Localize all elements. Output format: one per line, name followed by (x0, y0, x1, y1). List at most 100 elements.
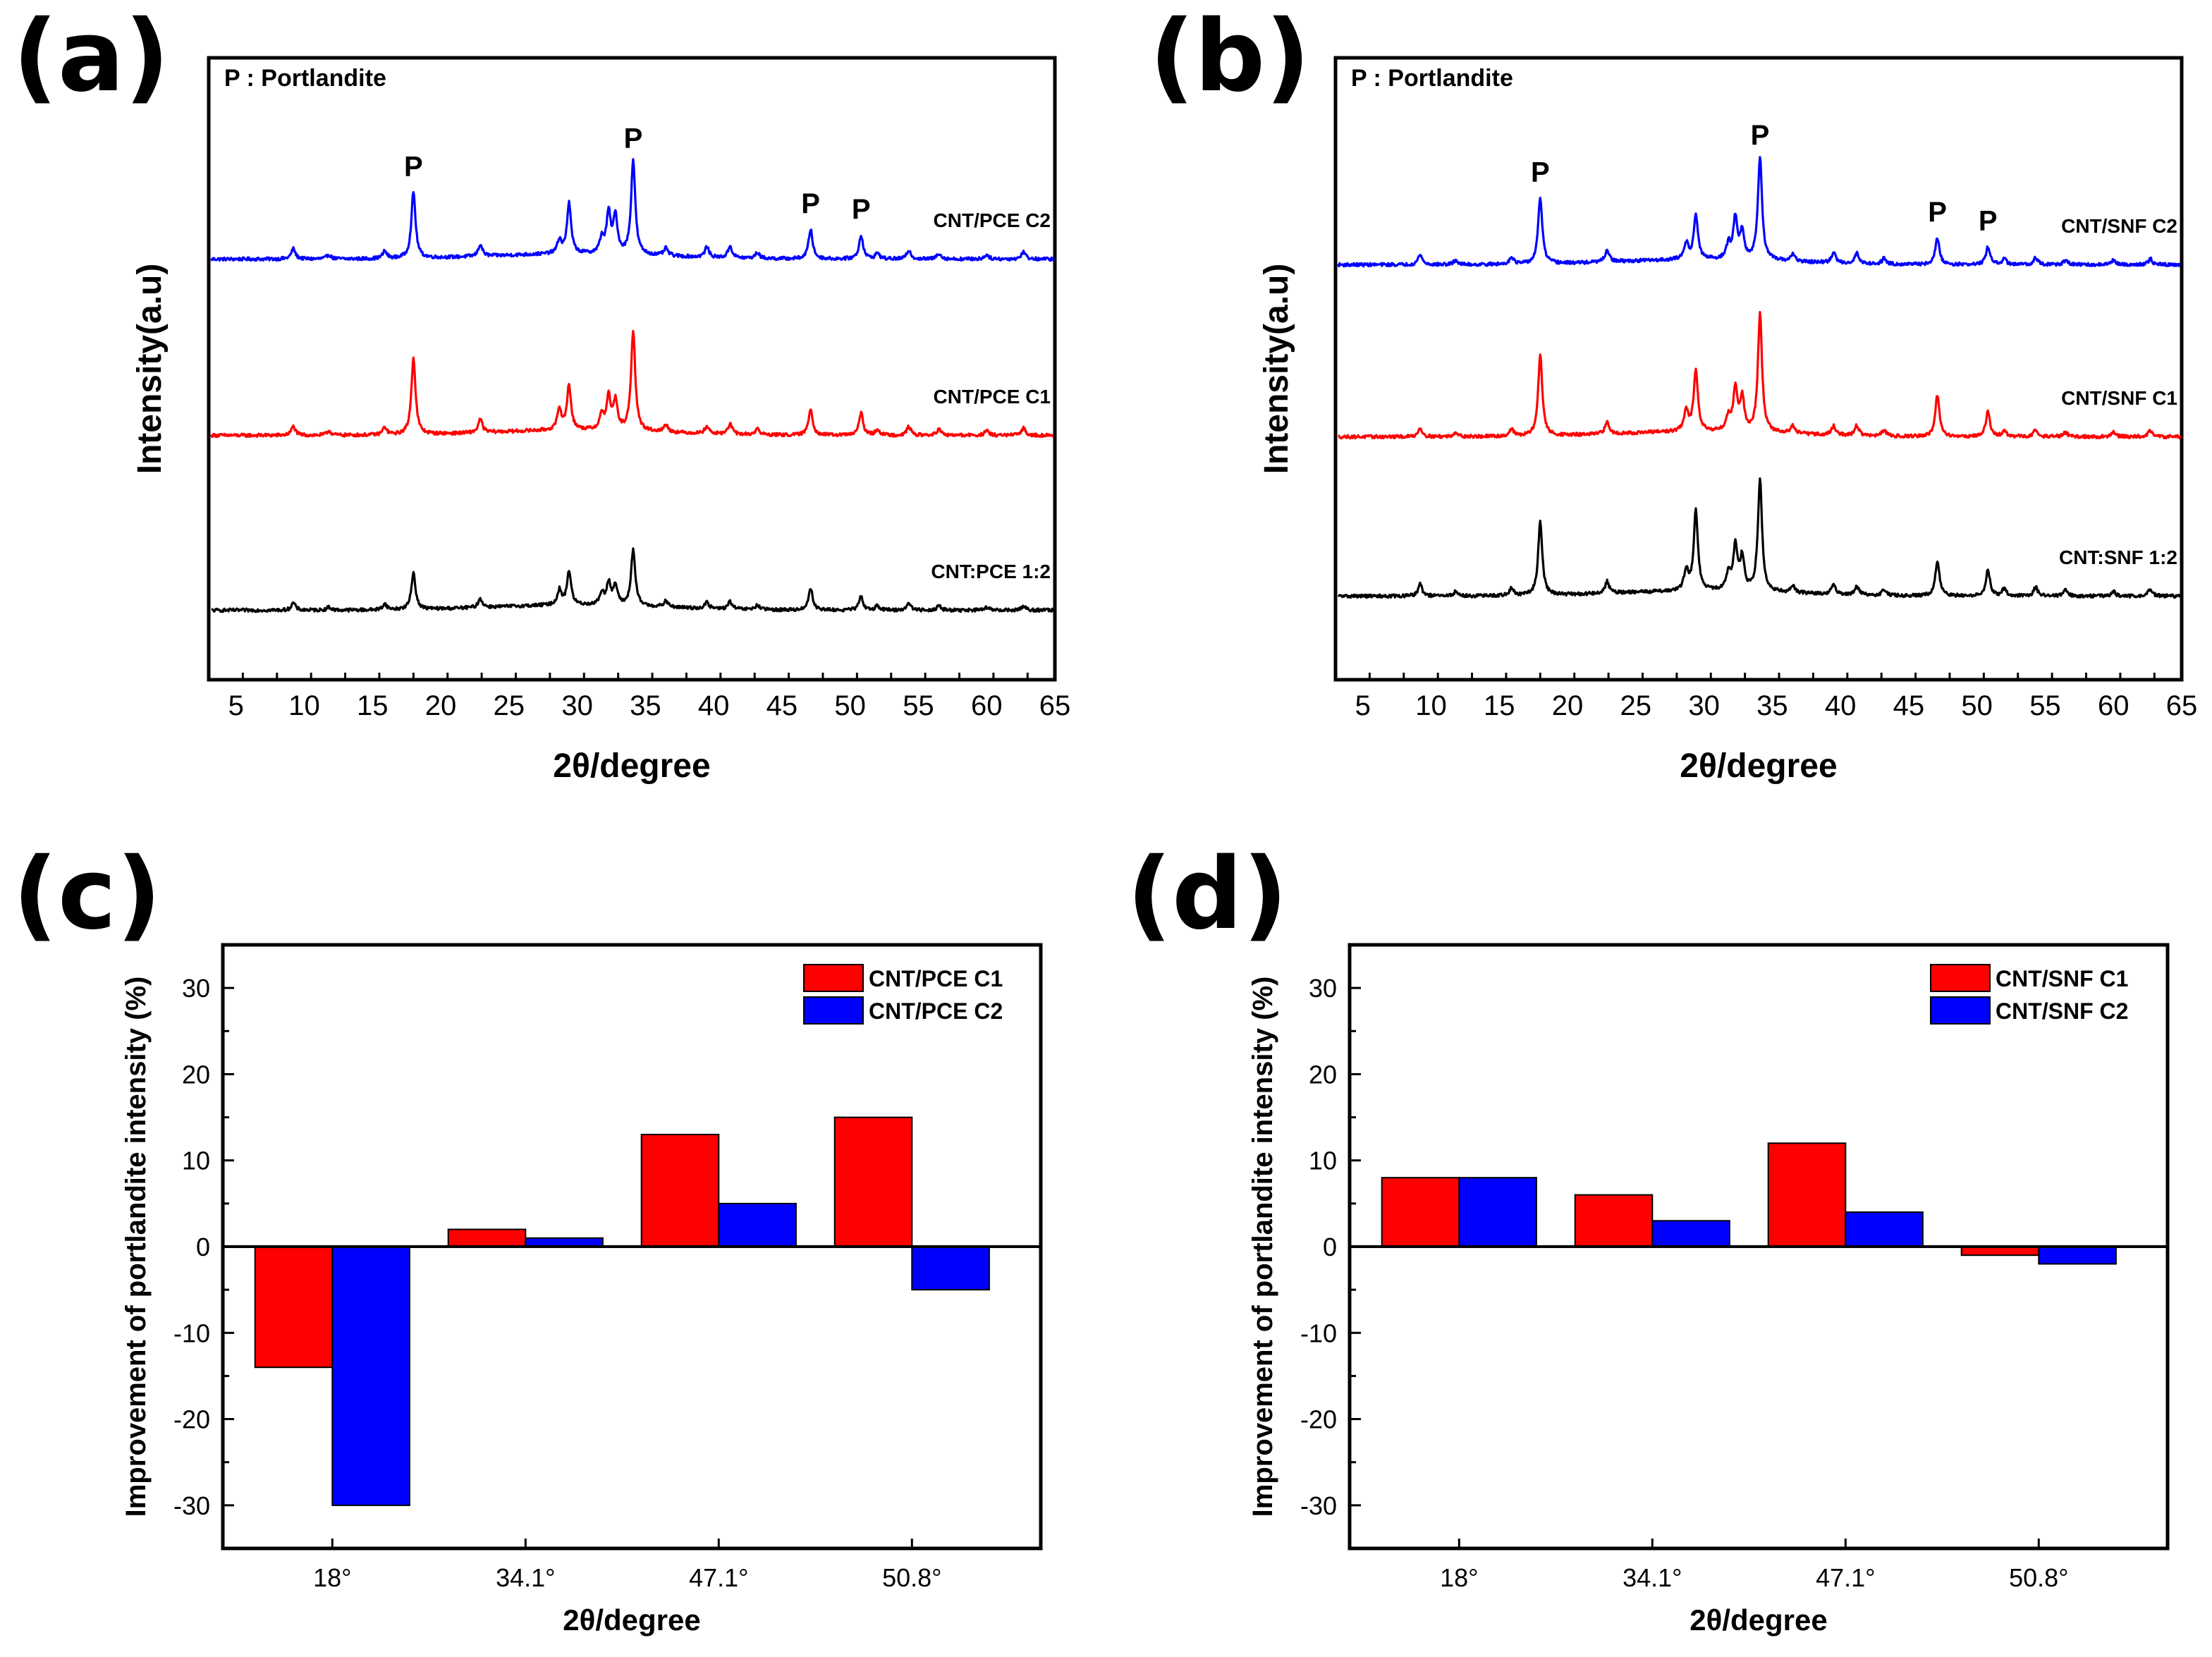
x-tick-label: 25 (494, 690, 525, 721)
y-tick-label: -30 (1300, 1491, 1337, 1520)
x-tick-label: 55 (903, 690, 934, 721)
panel-b-legend-note: P : Portlandite (1351, 65, 1513, 92)
x-tick-label: 5 (228, 690, 244, 721)
x-tick-label: 40 (1825, 690, 1857, 721)
y-tick-label: -20 (1300, 1405, 1337, 1434)
y-tick-label: 0 (196, 1233, 210, 1261)
series-label-1: CNT/PCE C2 (934, 209, 1051, 231)
legend-label-1: CNT/SNF C1 (1996, 966, 2128, 991)
panel-b-x-axis-label: 2θ/degree (1680, 747, 1837, 785)
y-tick-label: 20 (1309, 1060, 1337, 1089)
y-tick-label: 0 (1323, 1233, 1337, 1261)
y-tick-label: 30 (1309, 974, 1337, 1003)
series-trace-2 (1338, 311, 2182, 440)
bar-2-3 (718, 1202, 797, 1248)
panel-c-letter: (c) (13, 837, 161, 952)
panel-d-letter: (d) (1127, 837, 1288, 952)
x-tick-label: 50 (1961, 690, 1993, 721)
panel-a: (a) P : Portlandite PPP P CNT/PCE C2CNT/P… (13, 0, 1070, 785)
panel-d-legend: CNT/SNF C1 CNT/SNF C2 (1930, 964, 2128, 1025)
y-tick-label: -30 (173, 1491, 210, 1520)
peak-marker-2: P (624, 123, 643, 154)
peak-marker-1: P (404, 151, 423, 182)
peak-marker-4: P (852, 194, 871, 225)
x-tick-label: 15 (357, 690, 389, 721)
panel-a-letter: (a) (13, 0, 169, 114)
series-label-1: CNT/SNF C2 (2061, 215, 2177, 237)
bar-1-1 (254, 1246, 334, 1369)
peak-marker-4: P (1979, 206, 1998, 237)
series-label-2: CNT/SNF C1 (2061, 387, 2177, 409)
bar-1-2 (1574, 1194, 1654, 1247)
x-tick-label: 20 (425, 690, 457, 721)
panel-c-y-axis-label: Improvement of portlandite intensity (%) (121, 977, 152, 1517)
bar-2-1 (1458, 1177, 1537, 1247)
panel-b-x-axis: 5 10 15 20 25 30 35 40 45 50 55 60 65 (1334, 673, 2198, 721)
legend-label-1: CNT/PCE C1 (869, 966, 1003, 991)
panel-b: (b) P : Portlandite PPP P CNT/SNF C2CNT/S… (1149, 0, 2197, 785)
panel-c-x-axis-label: 2θ/degree (563, 1603, 700, 1637)
bar-1-2 (447, 1228, 527, 1247)
legend-label-2: CNT/PCE C2 (869, 998, 1003, 1024)
x-tick-label: 25 (1620, 690, 1652, 721)
bar-2-1 (331, 1246, 410, 1506)
series-trace-2 (210, 329, 1054, 439)
y-tick-label: -20 (173, 1405, 210, 1434)
series-trace-3 (1337, 477, 2182, 599)
x-tick-label: 65 (1039, 690, 1071, 721)
panel-c-y-axis: -30 -20 -10 0 10 20 30 (173, 943, 234, 1550)
x-tick-label: 20 (1552, 690, 1584, 721)
panel-b-series-labels: CNT/SNF C2 CNT/SNF C1 CNT:SNF 1:2 (2059, 215, 2177, 568)
x-tick-label: 10 (288, 690, 320, 721)
panel-d-bars (1381, 1142, 2117, 1265)
panel-b-y-axis-label: Intensity(a.u) (1258, 264, 1295, 475)
x-tick-label: 35 (630, 690, 661, 721)
panel-d-y-axis: -30 -20 -10 0 10 20 30 (1300, 943, 1361, 1550)
x-tick-label: 18° (313, 1563, 351, 1592)
legend-swatch-1 (1930, 964, 1991, 992)
y-tick-label: 10 (182, 1147, 210, 1175)
x-tick-label: 45 (766, 690, 798, 721)
x-tick-label: 34.1° (1623, 1563, 1682, 1592)
x-tick-label: 15 (1484, 690, 1515, 721)
series-label-3: CNT:SNF 1:2 (2059, 546, 2177, 568)
panel-c-legend: CNT/PCE C1 CNT/PCE C2 (803, 964, 1003, 1025)
legend-swatch-1 (803, 964, 864, 992)
panel-a-y-axis-label: Intensity(a.u) (131, 264, 169, 475)
x-tick-label: 40 (698, 690, 730, 721)
bar-1-4 (833, 1116, 913, 1247)
x-tick-label: 34.1° (496, 1563, 555, 1592)
panel-b-peak-markers: P P P P (1531, 120, 1998, 237)
y-tick-label: 20 (182, 1060, 210, 1089)
x-tick-label: 5 (1355, 690, 1371, 721)
peak-marker-2: P (1751, 120, 1770, 151)
panel-c-bars (254, 1116, 990, 1506)
x-tick-label: 45 (1893, 690, 1925, 721)
panel-b-frame (1333, 56, 2184, 682)
panel-a-frame (207, 56, 1057, 682)
y-tick-label: -10 (1300, 1319, 1337, 1347)
y-tick-label: 10 (1309, 1147, 1337, 1175)
panel-a-x-axis: 5 10 15 20 25 30 35 40 45 50 55 60 65 (207, 673, 1071, 721)
series-label-2: CNT/PCE C1 (934, 386, 1051, 408)
series-trace-1 (1337, 156, 2181, 268)
peak-marker-3: P (1928, 197, 1947, 228)
bar-1-3 (1767, 1142, 1847, 1248)
x-tick-label: 35 (1756, 690, 1788, 721)
peak-marker-1: P (1531, 157, 1550, 188)
series-trace-3 (211, 547, 1055, 613)
legend-label-2: CNT/SNF C2 (1996, 998, 2128, 1024)
panel-a-series-labels: CNT/PCE C2 CNT/PCE C1 CNT:PCE 1:2 (931, 209, 1051, 582)
x-tick-label: 50.8° (2009, 1563, 2068, 1592)
panel-d-x-axis-label: 2θ/degree (1689, 1603, 1827, 1637)
panel-a-x-axis-label: 2θ/degree (553, 747, 710, 785)
panel-a-peak-markers: P P P P (404, 123, 871, 225)
x-tick-label: 50.8° (882, 1563, 941, 1592)
x-tick-label: 65 (2166, 690, 2198, 721)
bar-1-1 (1381, 1177, 1460, 1247)
panel-b-letter: (b) (1149, 0, 1310, 114)
x-tick-label: 50 (834, 690, 866, 721)
panel-a-legend-note: P : Portlandite (224, 65, 386, 92)
